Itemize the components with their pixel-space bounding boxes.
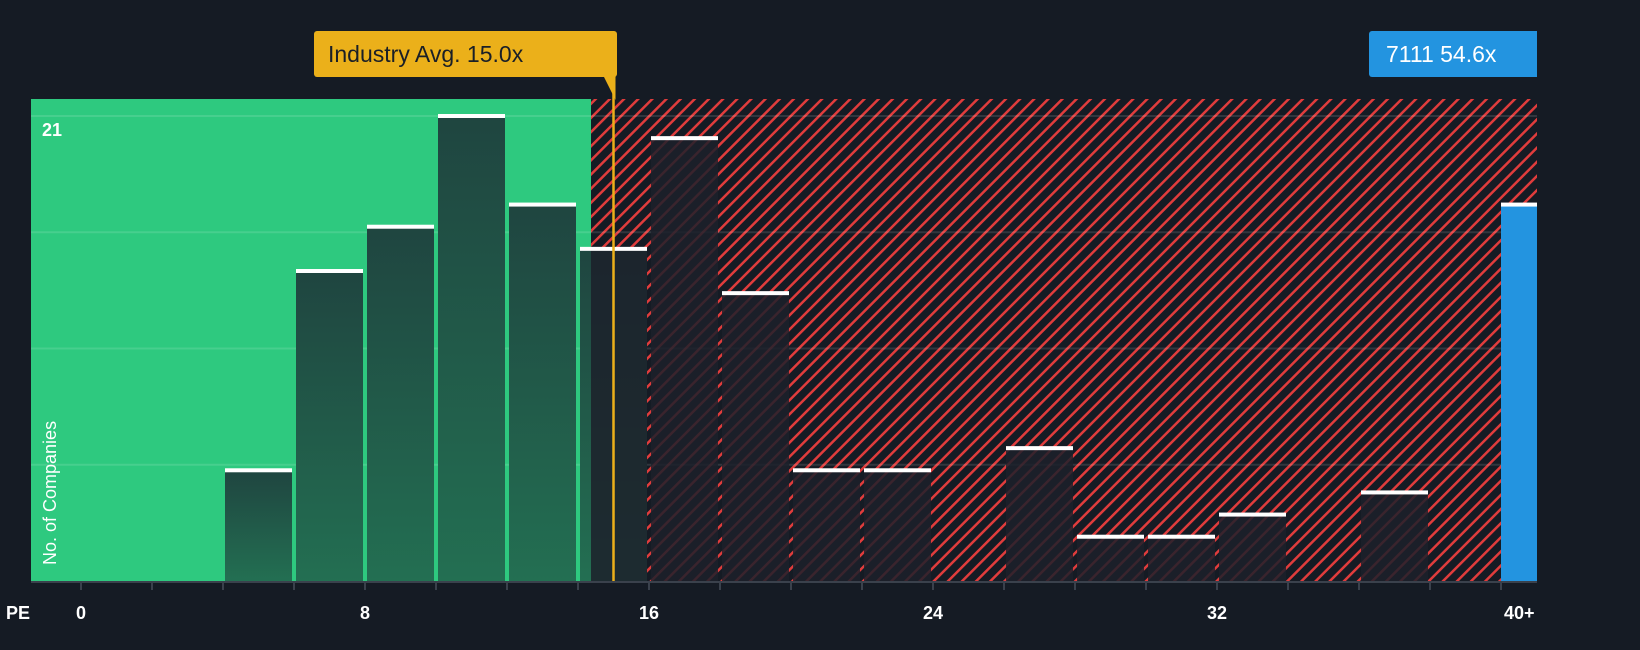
bar-cap	[1219, 512, 1286, 517]
industry-avg-label: Industry Avg. 15.0x	[314, 31, 617, 77]
x-tick-label: 40+	[1504, 603, 1535, 623]
histogram-bar	[509, 204, 576, 582]
bar-cap	[1148, 534, 1215, 539]
bar-cap	[651, 136, 718, 141]
company-bar	[1501, 204, 1537, 582]
histogram-bar	[1219, 514, 1286, 581]
histogram-bar	[864, 470, 931, 581]
x-tick-label: 0	[76, 603, 87, 623]
bar-cap	[1361, 490, 1428, 495]
histogram-bar	[367, 226, 434, 581]
bar-cap	[367, 224, 434, 229]
bar-cap	[509, 202, 576, 207]
bar-cap	[225, 468, 292, 473]
histogram-bar	[793, 470, 860, 581]
histogram-bar	[438, 116, 505, 581]
bar-cap	[438, 114, 505, 118]
histogram-bar	[722, 293, 789, 581]
bar-cap	[722, 291, 789, 296]
x-tick-label: 8	[360, 603, 371, 623]
avg-callout-pointer	[603, 76, 616, 100]
bar-cap	[1006, 446, 1073, 451]
bar-cap	[296, 269, 363, 273]
x-tick-label: 24	[923, 603, 944, 623]
histogram-bar	[1077, 536, 1144, 581]
histogram-bar-overlap	[591, 248, 647, 581]
bar-cap	[793, 468, 860, 473]
x-axis-label: PE	[6, 603, 31, 623]
x-tick-label: 16	[639, 603, 660, 623]
company-bar-cap	[1501, 202, 1537, 207]
bar-cap	[1077, 534, 1144, 539]
company-pe-label: 7111 54.6x	[1369, 31, 1537, 77]
bar-cap	[864, 468, 931, 473]
histogram-bar	[1006, 448, 1073, 581]
histogram-bar	[225, 470, 292, 581]
histogram-bar	[296, 271, 363, 581]
x-tick-label: 32	[1207, 603, 1228, 623]
y-max-label: 21	[42, 120, 63, 140]
histogram-bar	[651, 138, 718, 581]
histogram-bar	[1361, 492, 1428, 581]
histogram-bar	[1148, 536, 1215, 581]
y-axis-label: No. of Companies	[40, 420, 60, 565]
